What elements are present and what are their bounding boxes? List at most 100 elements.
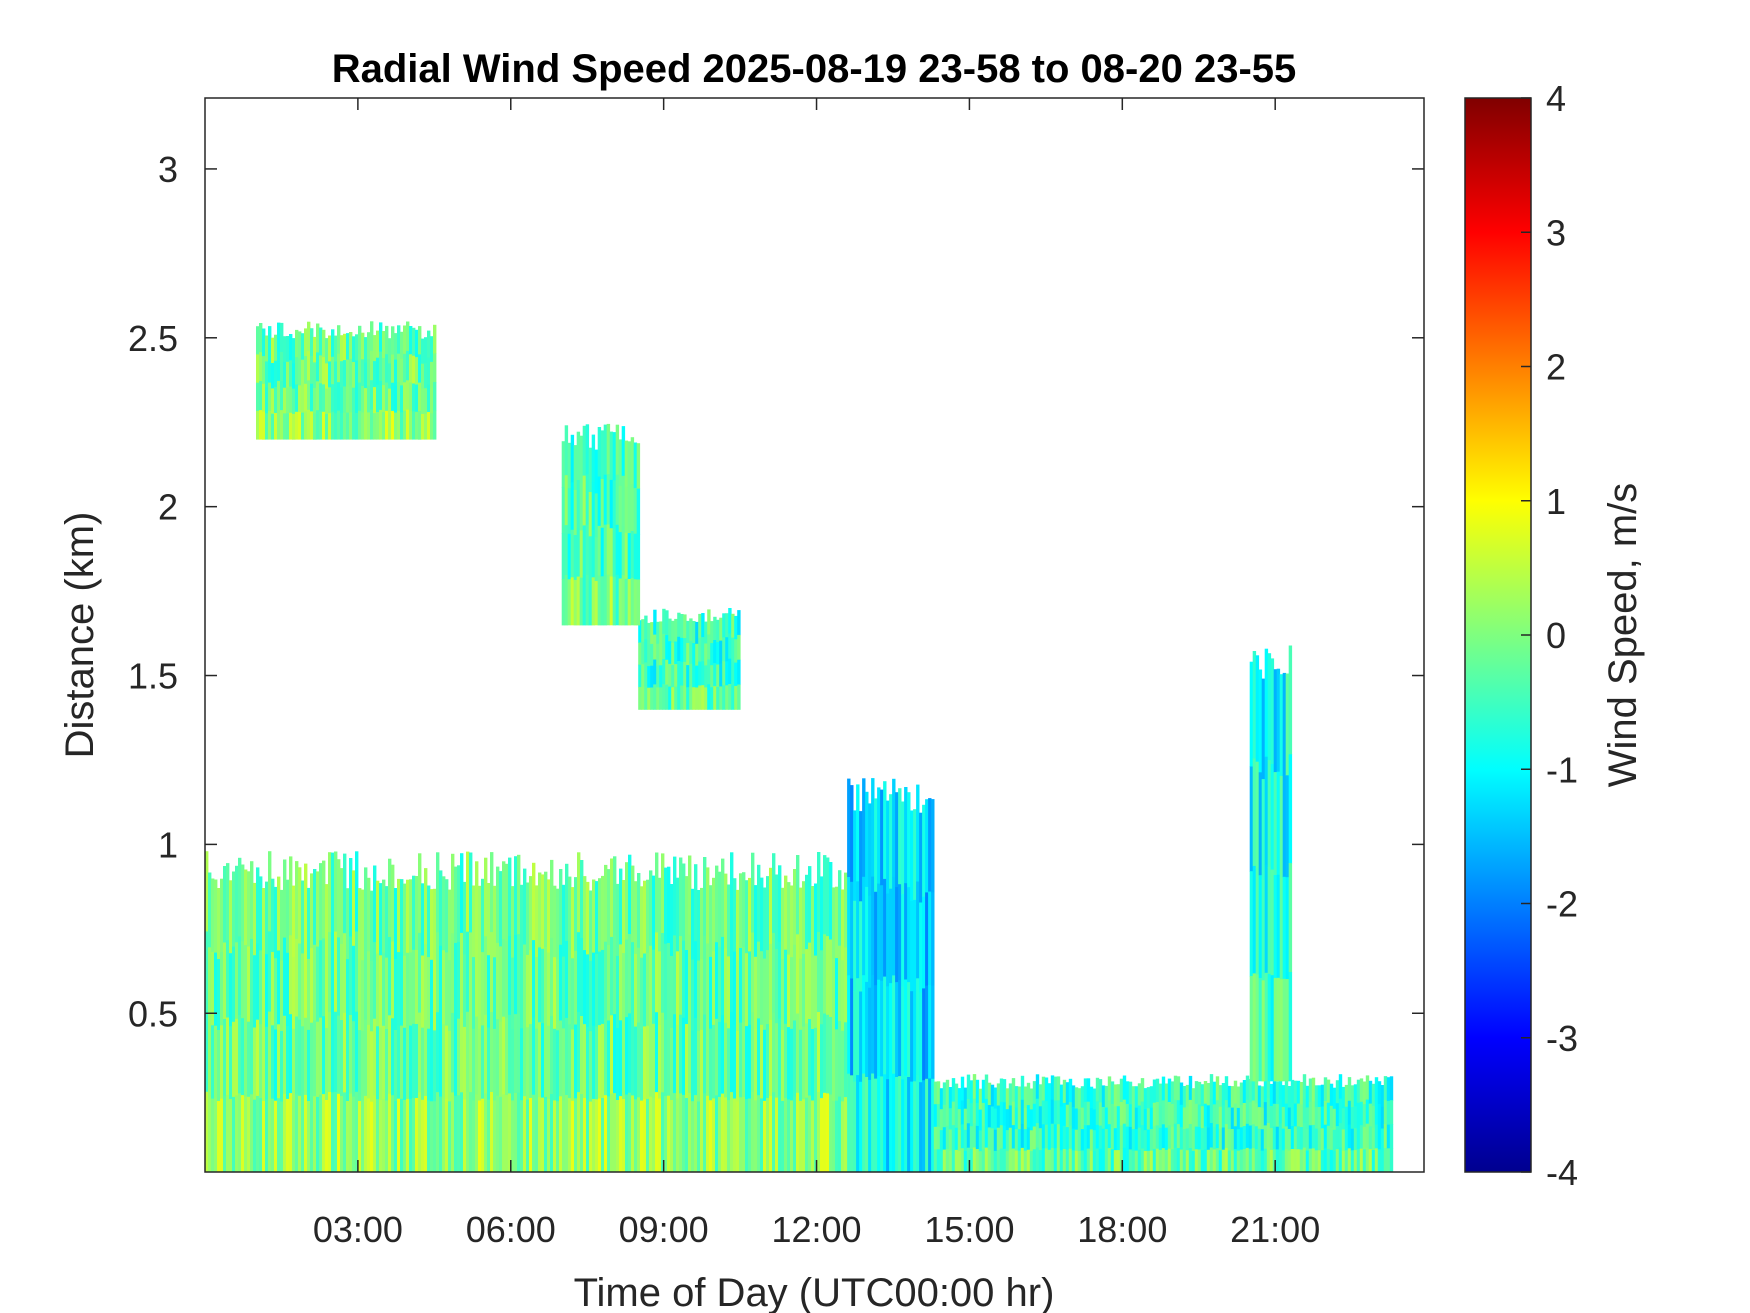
- colorbar-tick-label: -4: [1546, 1152, 1578, 1193]
- heatmap-cell: [484, 1093, 488, 1172]
- heatmap-cell: [1239, 1149, 1244, 1172]
- heatmap-cell: [922, 804, 926, 898]
- heatmap-cell: [259, 1024, 263, 1099]
- heatmap-cell: [1035, 1098, 1040, 1124]
- heatmap-cell: [1164, 1149, 1169, 1172]
- heatmap-cell: [814, 1099, 818, 1172]
- heatmap-cell: [1179, 1149, 1184, 1172]
- heatmap-cell: [850, 785, 854, 883]
- heatmap-cell: [665, 659, 669, 685]
- heatmap-cell: [271, 363, 275, 389]
- heatmap-cell: [238, 936, 242, 1016]
- heatmap-cell: [996, 1105, 1001, 1129]
- heatmap-cell: [259, 410, 263, 440]
- heatmap-cell: [1149, 1107, 1154, 1130]
- heatmap-cell: [295, 938, 299, 1017]
- heatmap-cell: [547, 1098, 551, 1172]
- heatmap-cell: [665, 684, 669, 710]
- heatmap-cell: [760, 1098, 764, 1172]
- heatmap-cell: [817, 852, 821, 933]
- heatmap-cell: [1065, 1127, 1070, 1150]
- heatmap-cell: [1035, 1147, 1040, 1172]
- heatmap-cell: [1278, 1147, 1283, 1172]
- heatmap-cell: [265, 413, 269, 440]
- heatmap-cell: [1008, 1083, 1013, 1107]
- heatmap-cell: [427, 1100, 431, 1172]
- heatmap-cell: [532, 1017, 536, 1096]
- heatmap-cell: [1071, 1150, 1076, 1172]
- heatmap-cell: [370, 1101, 374, 1172]
- heatmap-cell: [295, 329, 299, 358]
- heatmap-cell: [379, 322, 383, 353]
- heatmap-cell: [370, 380, 374, 411]
- heatmap-cell: [963, 1150, 968, 1172]
- heatmap-cell: [337, 1093, 341, 1172]
- heatmap-cell: [355, 334, 359, 361]
- heatmap-cell: [625, 1094, 629, 1172]
- heatmap-cell: [1008, 1127, 1013, 1151]
- heatmap-cell: [523, 1020, 527, 1097]
- heatmap-cell: [1377, 1103, 1382, 1128]
- heatmap-cell: [364, 388, 368, 415]
- heatmap-cell: [975, 1125, 980, 1150]
- heatmap-cell: [656, 687, 660, 710]
- heatmap-cell: [647, 666, 651, 689]
- heatmap-cell: [283, 361, 287, 389]
- heatmap-cell: [847, 975, 851, 1075]
- heatmap-cell: [205, 1011, 209, 1093]
- heatmap-cell: [697, 1031, 701, 1102]
- heatmap-cell: [582, 425, 587, 477]
- heatmap-cell: [1284, 1126, 1289, 1150]
- heatmap-cell: [610, 936, 614, 1016]
- y-tick-label: 0.5: [128, 993, 178, 1034]
- heatmap-cell: [271, 1098, 275, 1172]
- heatmap-cell: [382, 879, 386, 954]
- heatmap-cell: [715, 1018, 719, 1096]
- heatmap-cell: [1245, 1099, 1250, 1125]
- heatmap-cell: [1122, 1099, 1127, 1125]
- heatmap-cell: [1098, 1079, 1103, 1103]
- heatmap-cell: [1267, 867, 1272, 975]
- heatmap-cell: [925, 799, 929, 893]
- heatmap-cell: [361, 385, 365, 413]
- heatmap-cell: [559, 1096, 563, 1172]
- heatmap-cell: [211, 878, 215, 953]
- heatmap-cell: [954, 1149, 959, 1172]
- heatmap-cell: [567, 442, 572, 489]
- heatmap-cell: [262, 383, 266, 412]
- heatmap-cell: [951, 1125, 956, 1150]
- heatmap-cell: [734, 639, 738, 664]
- heatmap-cell: [382, 1025, 386, 1100]
- heatmap-cell: [650, 665, 654, 688]
- heatmap-cell: [1251, 1124, 1256, 1149]
- heatmap-cell: [751, 932, 755, 1013]
- heatmap-cell: [526, 1099, 530, 1172]
- heatmap-cell: [868, 987, 872, 1081]
- heatmap-cell: [394, 1101, 398, 1172]
- heatmap-cell: [600, 527, 605, 577]
- heatmap-cell: [588, 447, 593, 493]
- heatmap-cell: [256, 1019, 260, 1097]
- heatmap-cell: [361, 359, 365, 387]
- heatmap-cell: [862, 778, 866, 878]
- heatmap-cell: [1179, 1127, 1184, 1151]
- heatmap-cell: [712, 1024, 716, 1099]
- heatmap-cell: [1083, 1148, 1088, 1172]
- heatmap-cell: [859, 1081, 863, 1172]
- heatmap-cell: [1242, 1126, 1247, 1150]
- heatmap-cell: [1359, 1125, 1364, 1150]
- heatmap-cell: [721, 936, 725, 1016]
- heatmap-cell: [1233, 1149, 1238, 1172]
- heatmap-cell: [1020, 1147, 1025, 1172]
- heatmap-cell: [895, 1077, 899, 1172]
- heatmap-cell: [511, 886, 515, 959]
- heatmap-cell: [1284, 1080, 1289, 1105]
- heatmap-cell: [313, 1020, 317, 1097]
- heatmap-cell: [817, 1012, 821, 1093]
- heatmap-cell: [588, 536, 593, 582]
- heatmap-cell: [1146, 1087, 1151, 1109]
- heatmap-cell: [361, 412, 365, 440]
- heatmap-cell: [1185, 1150, 1190, 1172]
- heatmap-cell: [640, 1029, 644, 1102]
- heatmap-cell: [748, 1098, 752, 1172]
